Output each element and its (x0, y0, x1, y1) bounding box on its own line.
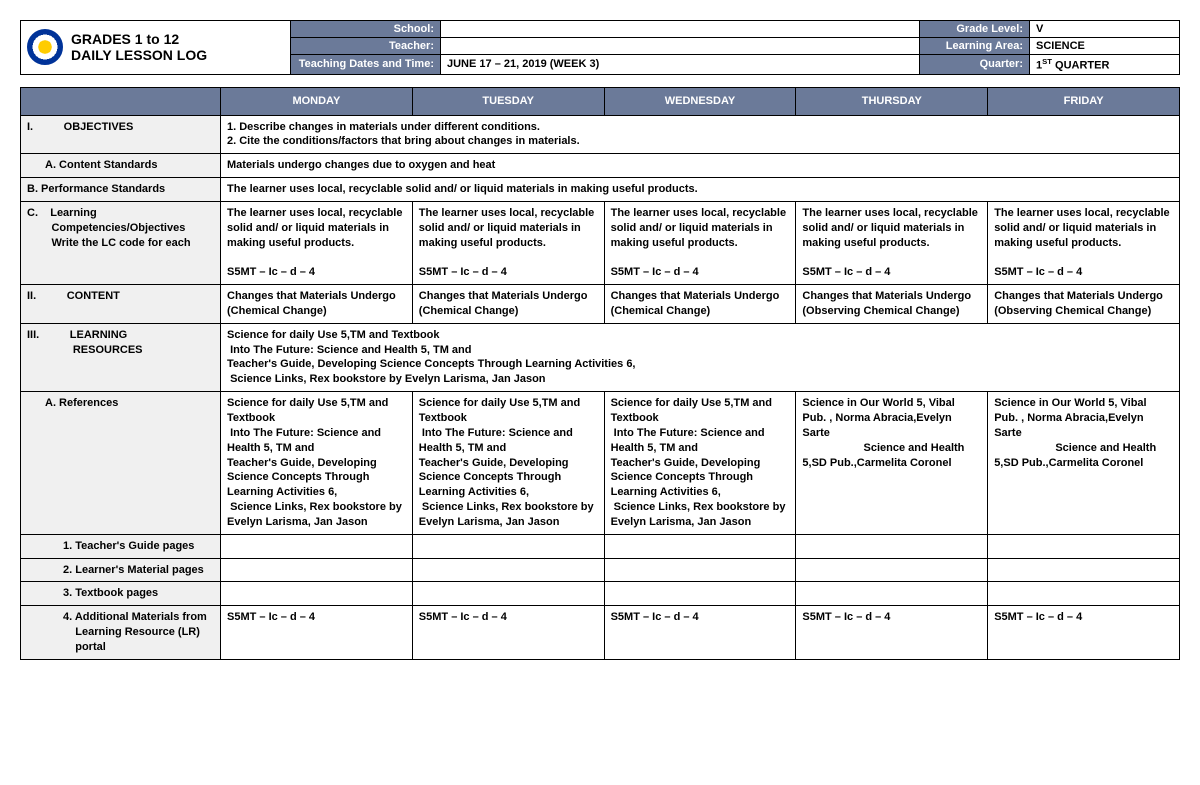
row-lr-portal: 4. Additional Materials from Learning Re… (21, 606, 1180, 660)
content-wed: Changes that Materials Undergo (Chemical… (604, 285, 796, 324)
label-references: A. References (21, 392, 221, 535)
deped-logo-icon (27, 29, 63, 65)
tb-fri (988, 582, 1180, 606)
tg-wed (604, 534, 796, 558)
lr-fri: S5MT – Ic – d – 4 (988, 606, 1180, 660)
lc-mon: The learner uses local, recyclable solid… (221, 201, 413, 284)
lr-wed: S5MT – Ic – d – 4 (604, 606, 796, 660)
lm-wed (604, 558, 796, 582)
row-learning-competencies: C. Learning Competencies/Objectives Writ… (21, 201, 1180, 284)
lm-mon (221, 558, 413, 582)
refs-thu: Science in Our World 5, Vibal Pub. , Nor… (796, 392, 988, 535)
content-mon: Changes that Materials Undergo (Chemical… (221, 285, 413, 324)
row-learning-resources: III. LEARNING RESOURCES Science for dail… (21, 323, 1180, 391)
document-title: GRADES 1 to 12 DAILY LESSON LOG (71, 31, 207, 65)
label-area: Learning Area: (920, 38, 1030, 55)
tg-thu (796, 534, 988, 558)
objectives-text: 1. Describe changes in materials under d… (221, 115, 1180, 154)
quarter-text: QUARTER (1052, 60, 1109, 72)
refs-wed: Science for daily Use 5,TM and Textbook … (604, 392, 796, 535)
refs-mon: Science for daily Use 5,TM and Textbook … (221, 392, 413, 535)
quarter-sup: ST (1042, 57, 1052, 66)
label-resources: III. LEARNING RESOURCES (21, 323, 221, 391)
title-cell: GRADES 1 to 12 DAILY LESSON LOG (21, 21, 291, 75)
content-fri: Changes that Materials Undergo (Observin… (988, 285, 1180, 324)
label-tg: 1. Teacher's Guide pages (21, 534, 221, 558)
perf-std-text: The learner uses local, recyclable solid… (221, 178, 1180, 202)
lm-tue (412, 558, 604, 582)
content-tue: Changes that Materials Undergo (Chemical… (412, 285, 604, 324)
row-content-standards: A. Content Standards Materials undergo c… (21, 154, 1180, 178)
label-teacher: Teacher: (291, 38, 441, 55)
content-thu: Changes that Materials Undergo (Observin… (796, 285, 988, 324)
lm-thu (796, 558, 988, 582)
tg-mon (221, 534, 413, 558)
lc-tue: The learner uses local, recyclable solid… (412, 201, 604, 284)
day-blank (21, 87, 221, 115)
lc-fri: The learner uses local, recyclable solid… (988, 201, 1180, 284)
label-tb: 3. Textbook pages (21, 582, 221, 606)
lesson-log-page: GRADES 1 to 12 DAILY LESSON LOG School: … (20, 20, 1180, 660)
content-std-text: Materials undergo changes due to oxygen … (221, 154, 1180, 178)
value-grade: V (1030, 21, 1180, 38)
value-area: SCIENCE (1030, 38, 1180, 55)
label-grade: Grade Level: (920, 21, 1030, 38)
value-school (441, 21, 920, 38)
row-performance-standards: B. Performance Standards The learner use… (21, 178, 1180, 202)
tb-wed (604, 582, 796, 606)
lr-mon: S5MT – Ic – d – 4 (221, 606, 413, 660)
label-perf-std: B. Performance Standards (21, 178, 221, 202)
day-header-row: MONDAY TUESDAY WEDNESDAY THURSDAY FRIDAY (21, 87, 1180, 115)
label-lr: 4. Additional Materials from Learning Re… (21, 606, 221, 660)
day-wed: WEDNESDAY (604, 87, 796, 115)
row-lm-pages: 2. Learner's Material pages (21, 558, 1180, 582)
label-content: II. CONTENT (21, 285, 221, 324)
refs-tue: Science for daily Use 5,TM and Textbook … (412, 392, 604, 535)
tg-tue (412, 534, 604, 558)
row-tg-pages: 1. Teacher's Guide pages (21, 534, 1180, 558)
label-lm: 2. Learner's Material pages (21, 558, 221, 582)
day-tue: TUESDAY (412, 87, 604, 115)
tb-thu (796, 582, 988, 606)
row-content: II. CONTENT Changes that Materials Under… (21, 285, 1180, 324)
tb-tue (412, 582, 604, 606)
refs-fri: Science in Our World 5, Vibal Pub. , Nor… (988, 392, 1180, 535)
value-dates: JUNE 17 – 21, 2019 (WEEK 3) (441, 55, 920, 75)
label-dates: Teaching Dates and Time: (291, 55, 441, 75)
value-teacher (441, 38, 920, 55)
label-objectives: I. OBJECTIVES (21, 115, 221, 154)
lr-tue: S5MT – Ic – d – 4 (412, 606, 604, 660)
lm-fri (988, 558, 1180, 582)
day-thu: THURSDAY (796, 87, 988, 115)
resources-text: Science for daily Use 5,TM and Textbook … (221, 323, 1180, 391)
lesson-table: MONDAY TUESDAY WEDNESDAY THURSDAY FRIDAY… (20, 87, 1180, 660)
row-references: A. References Science for daily Use 5,TM… (21, 392, 1180, 535)
title-line-2: DAILY LESSON LOG (71, 47, 207, 64)
value-quarter: 1ST QUARTER (1030, 55, 1180, 75)
label-quarter: Quarter: (920, 55, 1030, 75)
tb-mon (221, 582, 413, 606)
day-mon: MONDAY (221, 87, 413, 115)
row-textbook-pages: 3. Textbook pages (21, 582, 1180, 606)
row-objectives: I. OBJECTIVES 1. Describe changes in mat… (21, 115, 1180, 154)
label-lc: C. Learning Competencies/Objectives Writ… (21, 201, 221, 284)
title-line-1: GRADES 1 to 12 (71, 31, 207, 48)
day-fri: FRIDAY (988, 87, 1180, 115)
lc-wed: The learner uses local, recyclable solid… (604, 201, 796, 284)
label-content-std: A. Content Standards (21, 154, 221, 178)
label-school: School: (291, 21, 441, 38)
lr-thu: S5MT – Ic – d – 4 (796, 606, 988, 660)
lc-thu: The learner uses local, recyclable solid… (796, 201, 988, 284)
header-table: GRADES 1 to 12 DAILY LESSON LOG School: … (20, 20, 1180, 75)
tg-fri (988, 534, 1180, 558)
